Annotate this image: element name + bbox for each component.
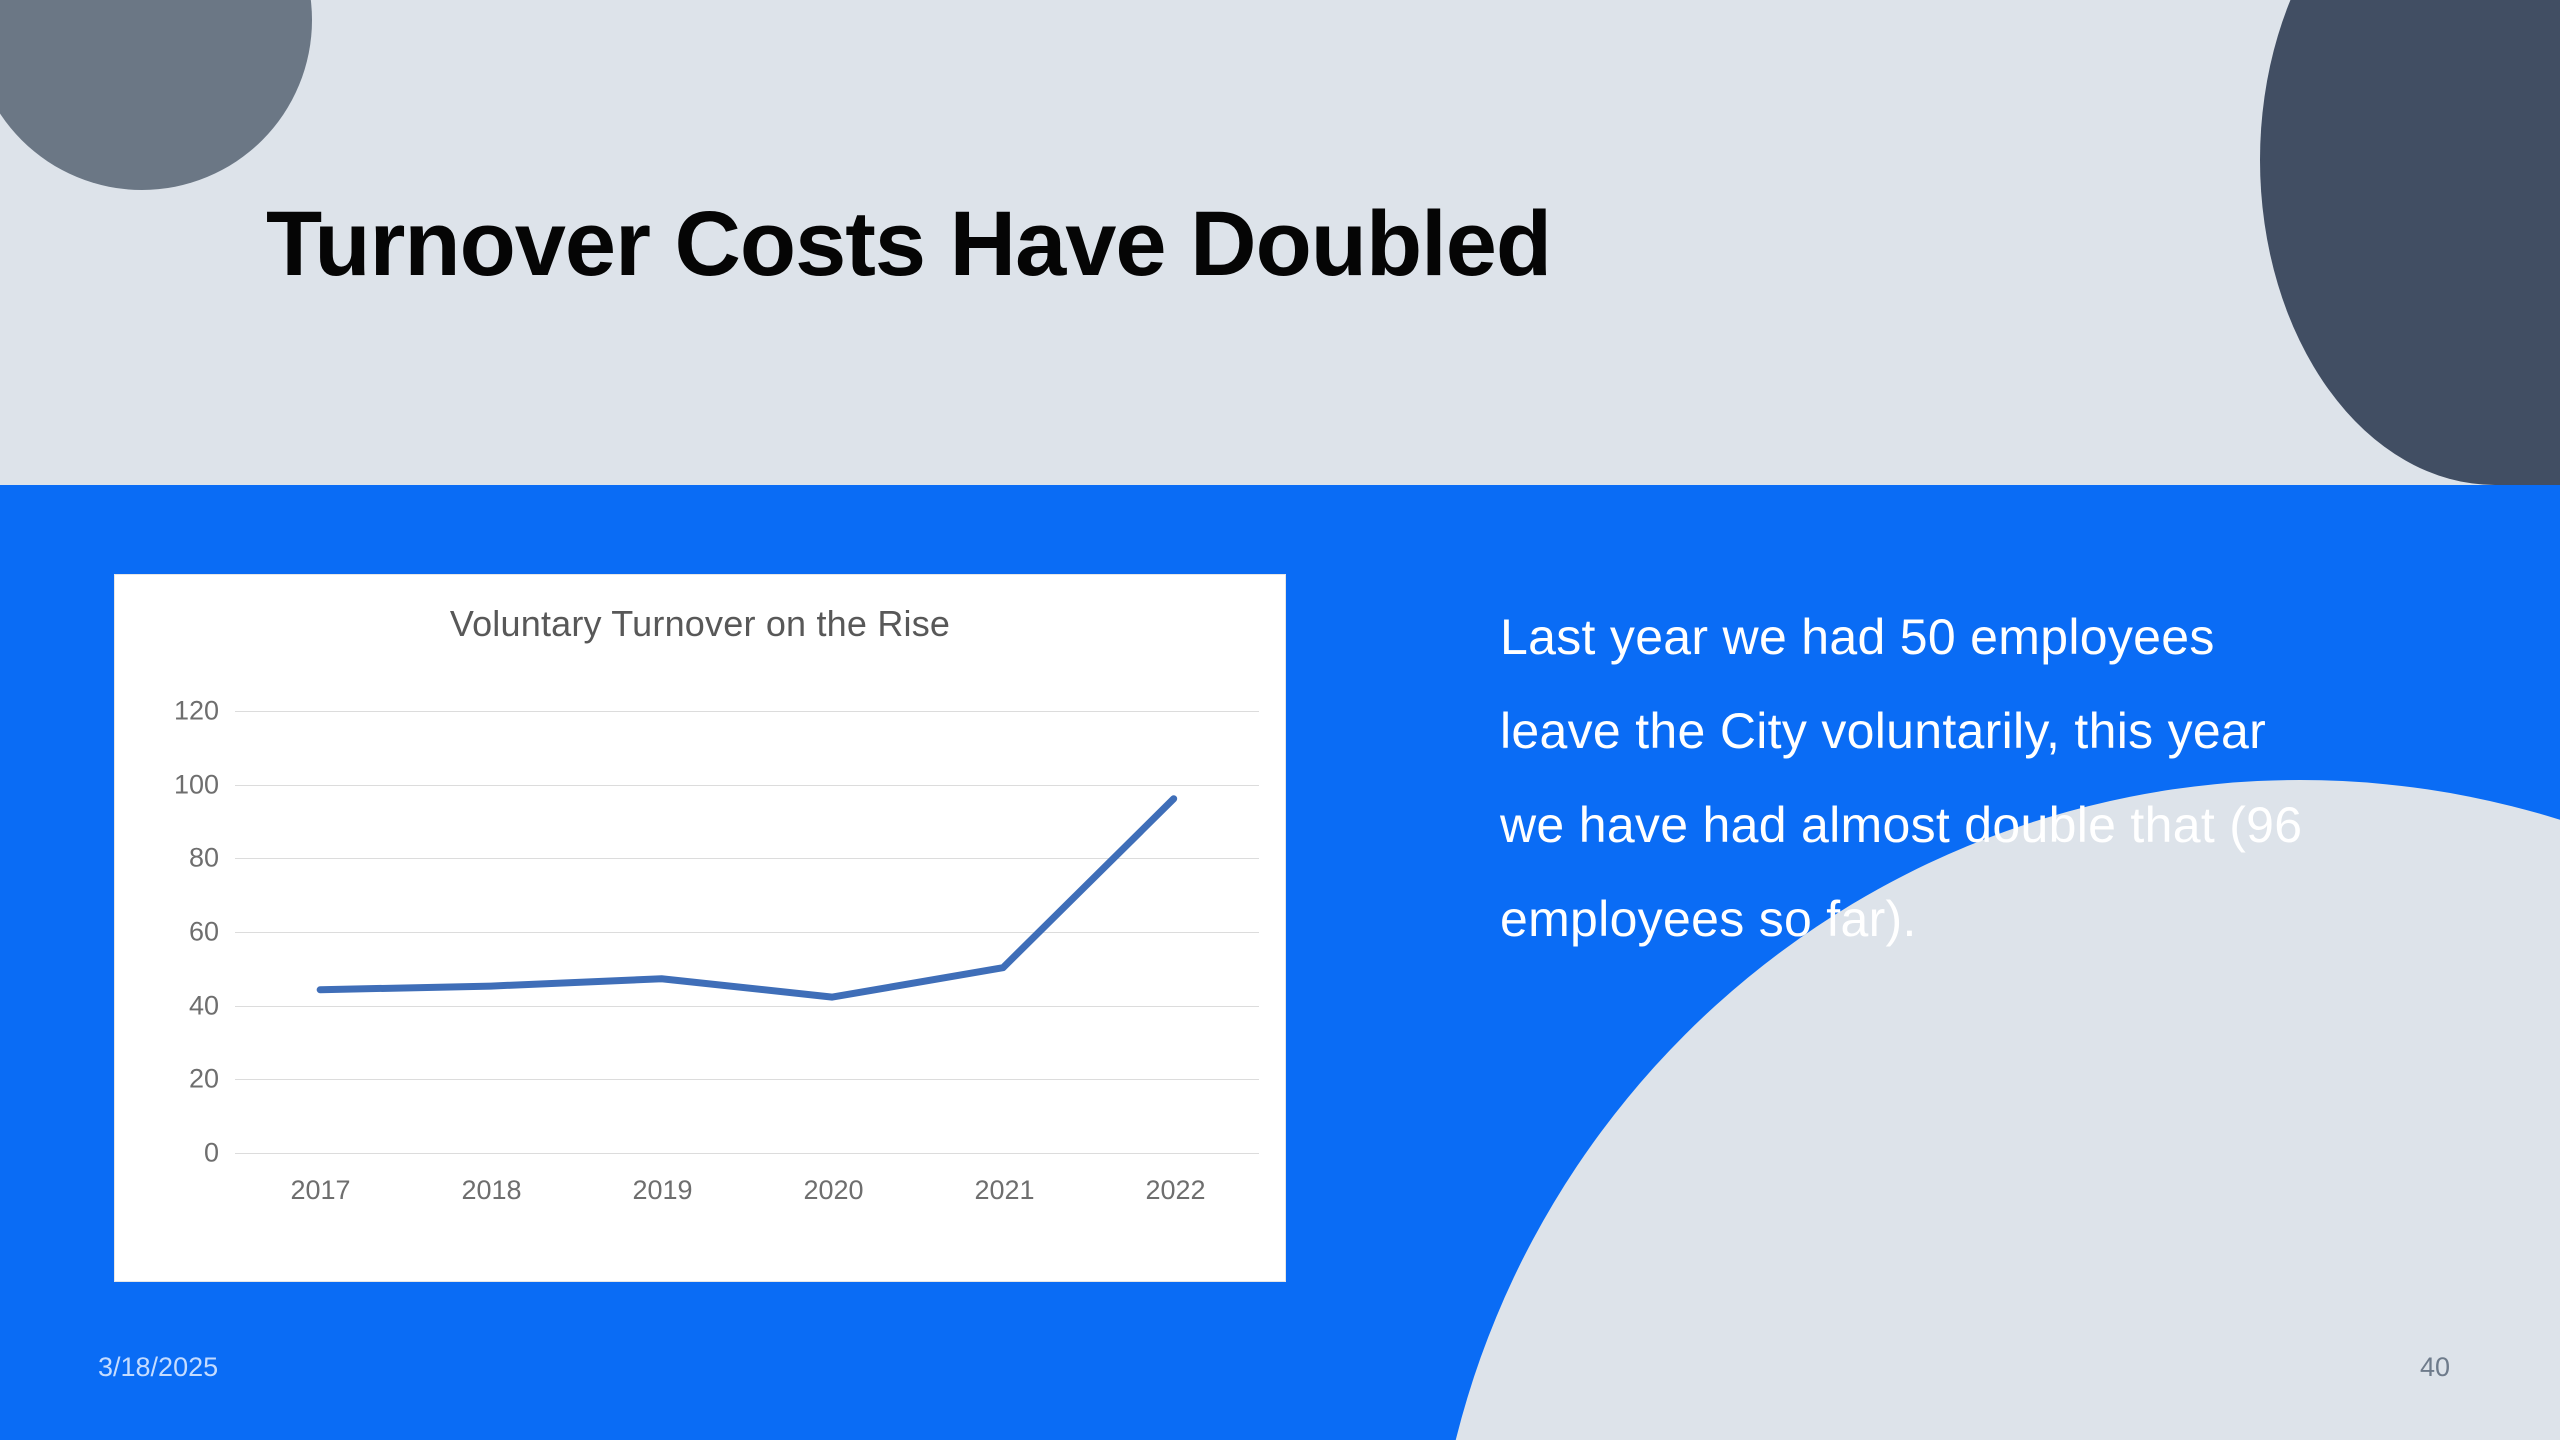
chart-line-series [316,795,1178,1001]
decorative-petal-shape [2260,0,2560,485]
footer-date: 3/18/2025 [98,1352,219,1382]
chart-x-tick-label: 2018 [461,1175,522,1205]
chart-x-tick-label: 2020 [803,1175,864,1205]
chart-y-axis: 0 20 40 60 80 100 120 [133,575,219,1281]
chart-y-tick-label: 80 [188,842,219,873]
body-paragraph: Last year we had 50 employees leave the … [1500,609,2303,947]
chart-series-line [316,795,1178,1001]
footer-page-number: 40 [2420,1352,2451,1382]
chart-gridline [235,932,1259,933]
chart-y-tick-label: 0 [203,1137,219,1168]
chart-y-tick-label: 40 [188,990,219,1021]
decorative-petal-top-right [2260,0,2560,485]
chart-y-tick-label: 120 [173,695,219,726]
chart-plot-area: 0 20 40 60 80 100 120 2017 2018 2019 2020 2021 2022 [115,575,1285,1281]
chart-x-tick-label: 2019 [632,1175,693,1205]
chart-gridline [235,1079,1259,1081]
chart-gridline [235,1005,1259,1007]
chart-card: Voluntary Turnover on the Rise 0 20 40 60 80… [114,574,1286,1282]
chart-y-tick-label: 60 [188,916,219,947]
chart-y-tick-label: 20 [188,1063,219,1094]
chart-y-tick-label: 100 [173,769,219,800]
chart-gridline [235,1153,1259,1154]
chart-x-tick-label: 2017 [290,1175,351,1205]
chart-x-tick-label: 2021 [974,1175,1035,1205]
chart-gridline [235,784,1259,786]
chart-gridline [235,711,1259,712]
chart-x-tick-label: 2022 [1145,1175,1206,1205]
chart-gridline [235,858,1259,860]
page-title: Turnover Costs Have Doubled [266,193,1552,295]
decorative-circle-top-left [0,0,312,190]
chart-title: Voluntary Turnover on the Rise [449,603,951,644]
